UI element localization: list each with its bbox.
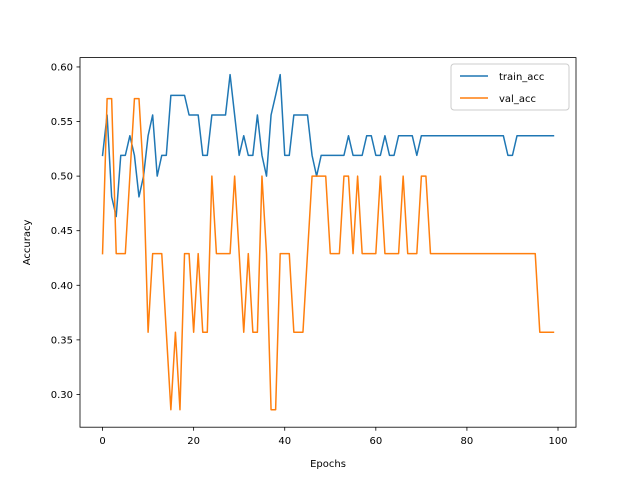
y-tick-label: 0.30	[51, 390, 73, 401]
y-axis-label: Accuracy	[22, 219, 33, 265]
x-axis-label: Epochs	[310, 459, 346, 470]
x-tick-label: 40	[278, 436, 291, 447]
x-tick-label: 20	[187, 436, 200, 447]
x-tick-label: 0	[99, 436, 105, 447]
y-tick-label: 0.55	[51, 117, 73, 128]
plot-area	[101, 73, 555, 411]
y-tick-label: 0.60	[51, 62, 73, 73]
series-line-train-acc	[101, 73, 555, 218]
legend: train_acc val_acc	[450, 63, 570, 111]
legend-label-train-acc: train_acc	[499, 72, 544, 83]
y-tick-label: 0.50	[51, 172, 73, 183]
axes-frame	[79, 57, 577, 428]
y-tick-label: 0.40	[51, 281, 73, 292]
legend-label-val-acc: val_acc	[499, 94, 536, 105]
x-tick-label: 80	[461, 436, 474, 447]
axis-ticks: 0 20 40 60 80 100 0.30 0.35 0.40 0.45 0.50 0.55 0.60	[51, 62, 568, 447]
x-tick-label: 100	[548, 436, 567, 447]
y-tick-label: 0.35	[51, 335, 73, 346]
y-tick-label: 0.45	[51, 226, 73, 237]
series-line-val-acc	[101, 97, 555, 411]
x-tick-label: 60	[369, 436, 382, 447]
